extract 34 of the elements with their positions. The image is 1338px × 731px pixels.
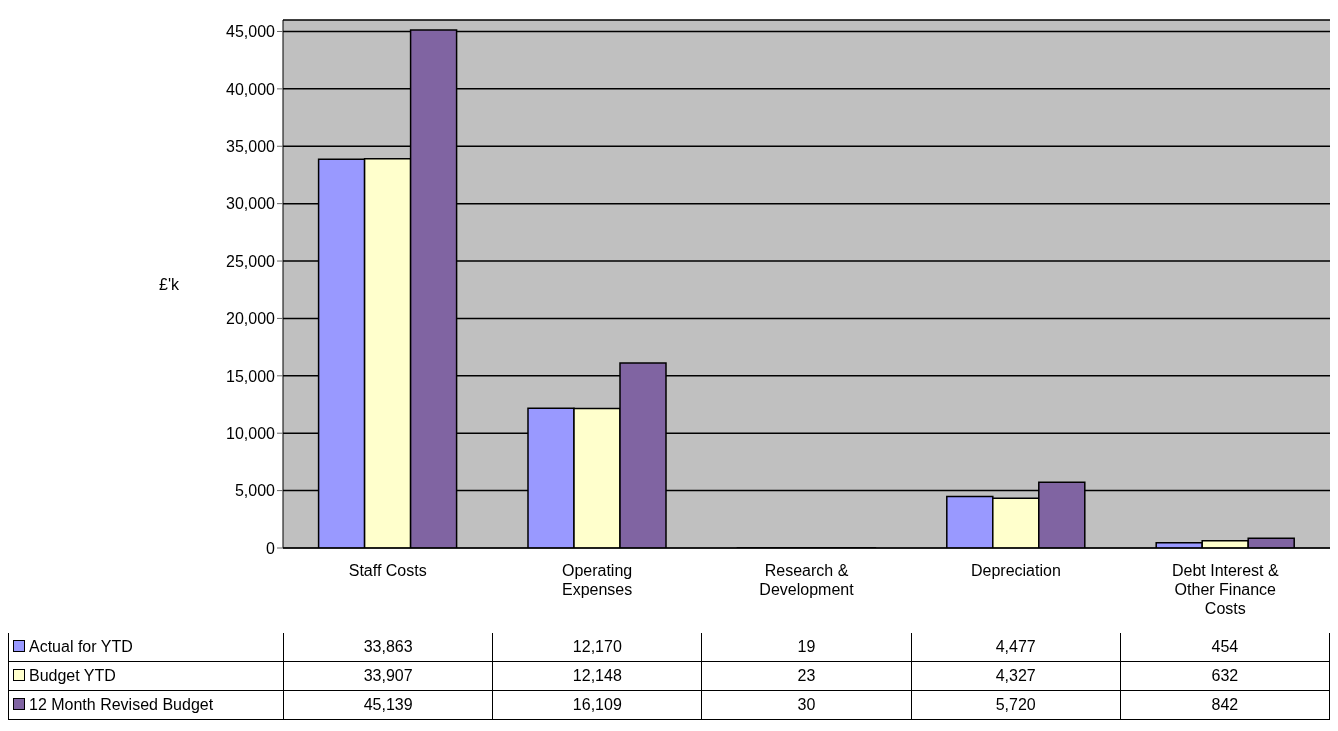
y-tick-label: 10,000	[226, 424, 276, 442]
y-tick-label: 30,000	[226, 195, 276, 213]
data-label: 33,863	[283, 632, 493, 662]
data-label: 842	[1120, 690, 1330, 720]
y-tick-label: 35,000	[226, 137, 276, 155]
y-tick-label: 40,000	[226, 80, 276, 98]
y-axis-title: £'k	[159, 275, 180, 293]
y-tick-label: 15,000	[226, 367, 276, 385]
y-tick-label: 5,000	[234, 482, 276, 500]
data-label: 12,170	[492, 632, 702, 662]
data-label: 4,327	[911, 661, 1121, 691]
data-label: 4,477	[911, 632, 1121, 662]
y-tick-label: 20,000	[226, 310, 276, 328]
data-label: 33,907	[283, 661, 493, 691]
data-label: 12,148	[492, 661, 702, 691]
x-tick-label: Depreciation	[970, 562, 1061, 579]
y-tick-label: 0	[266, 539, 276, 557]
x-tick-label: Operating Expenses	[561, 562, 633, 598]
legend-label: Actual for YTD	[8, 632, 284, 662]
data-label: 19	[701, 632, 912, 662]
legend-label: 12 Month Revised Budget	[8, 690, 284, 720]
data-label: 454	[1120, 632, 1330, 662]
data-label: 632	[1120, 661, 1330, 691]
data-label: 30	[701, 690, 912, 720]
legend-label: Budget YTD	[8, 661, 284, 691]
x-tick-label: Debt Interest & Other Finance Costs	[1171, 562, 1279, 617]
x-tick-label: Research & Development	[759, 562, 855, 598]
y-tick-label: 45,000	[226, 23, 276, 41]
y-tick-label: 25,000	[226, 252, 276, 270]
data-label: 16,109	[492, 690, 702, 720]
data-label: 23	[701, 661, 912, 691]
data-label: 5,720	[911, 690, 1121, 720]
x-tick-label: Staff Costs	[348, 562, 427, 579]
data-label: 45,139	[283, 690, 493, 720]
